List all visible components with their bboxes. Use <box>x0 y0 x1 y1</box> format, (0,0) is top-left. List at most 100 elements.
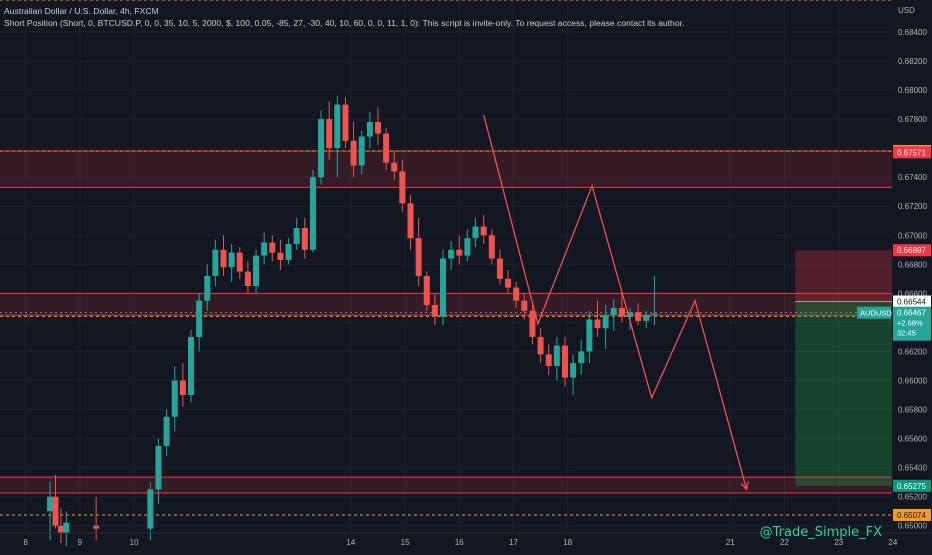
price-tag-text-2: 0.66544 <box>897 298 926 307</box>
candle-body-28 <box>334 104 341 149</box>
price-tag-3 <box>893 479 931 492</box>
candle-body-54 <box>545 354 552 366</box>
price-tag-text-0: 0.67571 <box>897 148 926 157</box>
current-price-tag <box>893 306 931 341</box>
candle-body-4 <box>93 525 100 529</box>
indicator-label[interactable]: Short Position (Short, 0, BTCUSD.P, 0, 0… <box>4 18 685 28</box>
zigzag-arrowhead <box>740 481 749 491</box>
zone-rect-2 <box>0 477 892 494</box>
candle-body-13 <box>212 249 219 276</box>
candle-body-31 <box>358 136 365 166</box>
y-tick-label: 0.65400 <box>898 464 927 473</box>
symbol-title[interactable]: Australian Dollar / U.S. Dollar, 4h, FXC… <box>4 6 159 16</box>
candle-body-43 <box>456 249 463 256</box>
y-tick-label: 0.65800 <box>898 406 927 415</box>
candle-body-41 <box>440 258 447 317</box>
candle-body-24 <box>301 228 308 250</box>
symbol-tag-text: AUDUSD <box>860 309 892 318</box>
candle-body-49 <box>505 278 512 288</box>
y-tick-label: 0.67800 <box>898 115 927 124</box>
y-tick-label: 0.65200 <box>898 493 927 502</box>
x-tick-label: 16 <box>455 538 464 547</box>
candle-body-33 <box>374 121 381 134</box>
candle-body-21 <box>277 252 284 260</box>
zigzag-line <box>483 114 748 490</box>
y-tick-label: 0.66000 <box>898 377 927 386</box>
x-tick-label: 14 <box>346 538 355 547</box>
candle-body-63 <box>618 307 625 317</box>
currency-label[interactable]: USD <box>898 6 915 15</box>
price-tag-2 <box>893 295 931 308</box>
current-price-change: +2.68% <box>897 319 923 328</box>
candle-body-8 <box>171 380 178 417</box>
candle-body-51 <box>521 300 528 311</box>
y-tick-label: 0.65600 <box>898 435 927 444</box>
y-tick-label: 0.68000 <box>898 86 927 95</box>
candle-body-56 <box>561 345 568 378</box>
current-price-text: 0.66467 <box>897 309 926 318</box>
candle-body-53 <box>537 336 544 355</box>
candle-body-44 <box>464 238 471 256</box>
y-tick-label: 0.66200 <box>898 347 927 356</box>
candle-body-50 <box>513 287 520 301</box>
candle-body-35 <box>391 162 398 172</box>
zone-rect-0 <box>0 151 892 188</box>
candle-body-27 <box>326 119 333 149</box>
candle-body-36 <box>399 171 406 204</box>
x-tick-label: 21 <box>726 538 735 547</box>
candle-body-26 <box>318 119 325 178</box>
candle-body-5 <box>147 489 154 529</box>
candle-body-18 <box>253 255 260 287</box>
candle-body-59 <box>586 319 593 352</box>
candle-body-64 <box>627 312 634 317</box>
x-tick-label: 18 <box>563 538 572 547</box>
price-tag-0 <box>893 146 931 159</box>
candle-body-19 <box>261 242 268 256</box>
candle-body-20 <box>269 242 276 253</box>
candle-body-9 <box>179 380 186 396</box>
y-tick-label: 0.67200 <box>898 202 927 211</box>
price-tag-text-3: 0.65275 <box>897 482 926 491</box>
y-tick-label: 0.68400 <box>898 28 927 37</box>
candle-body-14 <box>220 249 227 268</box>
x-tick-label: 9 <box>78 538 83 547</box>
candle-body-67 <box>651 313 658 316</box>
candle-body-29 <box>342 104 349 141</box>
watermark: @Trade_Simple_FX <box>759 525 882 540</box>
y-tick-label: 0.66800 <box>898 260 927 269</box>
candle-body-42 <box>448 249 455 259</box>
x-tick-label: 10 <box>130 538 139 547</box>
candle-body-15 <box>228 252 235 268</box>
orange-price-tag-text-3: 0.65074 <box>897 511 926 520</box>
x-tick-label: 22 <box>780 538 789 547</box>
x-tick-label: 23 <box>834 538 843 547</box>
candle-body-16 <box>236 252 243 272</box>
candle-body-45 <box>472 226 479 239</box>
x-tick-label: 24 <box>888 538 897 547</box>
candle-body-40 <box>431 304 438 317</box>
candle-body-0 <box>47 496 54 512</box>
candle-body-22 <box>285 243 292 260</box>
candle-body-60 <box>594 319 601 329</box>
candle-body-23 <box>293 228 300 244</box>
x-tick-label: 15 <box>401 538 410 547</box>
candle-body-12 <box>204 275 211 301</box>
candle-body-6 <box>155 445 162 490</box>
price-tag-text-1: 0.66897 <box>897 246 926 255</box>
candle-body-3 <box>63 522 70 533</box>
candle-body-39 <box>423 275 430 305</box>
y-tick-label: 0.65000 <box>898 522 927 531</box>
y-tick-label: 0.66600 <box>898 289 927 298</box>
candle-body-34 <box>383 133 390 163</box>
orange-price-tag-3 <box>893 508 931 521</box>
candle-body-55 <box>553 345 560 366</box>
candle-body-47 <box>488 235 495 259</box>
candle-body-65 <box>635 312 642 321</box>
candle-body-2 <box>57 525 64 533</box>
symbol-tag <box>857 306 891 319</box>
price-axis-background <box>892 0 932 550</box>
current-price-countdown: 32:45 <box>897 329 916 338</box>
